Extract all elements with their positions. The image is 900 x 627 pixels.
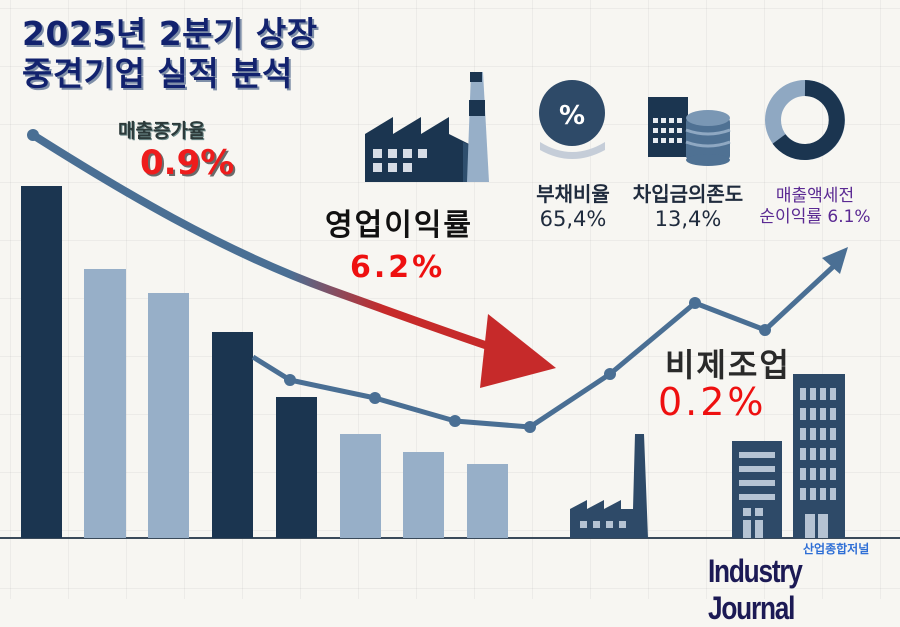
building-coins-icon [648,97,731,166]
factory-icon [365,72,489,182]
percent-coin-icon: % [539,80,605,159]
net-margin-label-line1: 매출액세전 [775,186,855,206]
page-title: 2025년 2분기 상장 중견기업 실적 분석 [22,14,318,94]
operating-margin-value: 6.2% [350,250,446,285]
debt-ratio-label: 부채비율 [536,182,610,206]
borrowing-dependency-kpi: 차입금의존도 13,4% [628,178,748,231]
bar-2 [84,269,126,538]
non-manufacturing-value: 0.2% [658,380,767,424]
bar-3 [148,293,189,538]
bar-5 [276,397,317,538]
downtrend-arrow [27,129,556,388]
chart-canvas: % [0,72,900,539]
brand-logo: Industry Journal [708,553,803,626]
net-margin-label-line2: 순이익률 6.1% [759,207,871,227]
bar-7 [403,452,444,538]
svg-text:%: % [559,101,585,131]
uptrend-arrowhead [822,247,848,274]
bar-series [21,186,508,538]
brand-korean: 산업종합저널 [803,542,870,556]
title-line-1: 2025년 2분기 상장 [22,14,318,53]
sales-growth-label: 매출증가율 [118,120,206,142]
tall-building-icon [793,374,845,538]
debt-ratio-value: 65,4% [539,207,607,231]
small-factory-icon [570,434,648,538]
donut-chart-icon [765,80,845,160]
sales-growth-value: 0.9% [140,143,235,183]
line-series [251,247,848,433]
borrowing-dependency-label: 차입금의존도 [632,182,744,206]
office-building-icon [732,441,782,538]
title-line-2: 중견기업 실적 분석 [22,54,293,93]
non-manufacturing-label: 비제조업 [665,346,791,384]
bar-4 [212,332,253,538]
debt-ratio-kpi: 부채비율 65,4% [526,178,620,231]
operating-margin-label: 영업이익률 [325,208,473,243]
net-margin-kpi: 매출액세전 순이익률 6.1% [750,186,880,228]
bar-1 [21,186,62,538]
borrowing-dependency-value: 13,4% [654,207,722,231]
bar-6 [340,434,381,538]
bar-8 [467,464,508,538]
